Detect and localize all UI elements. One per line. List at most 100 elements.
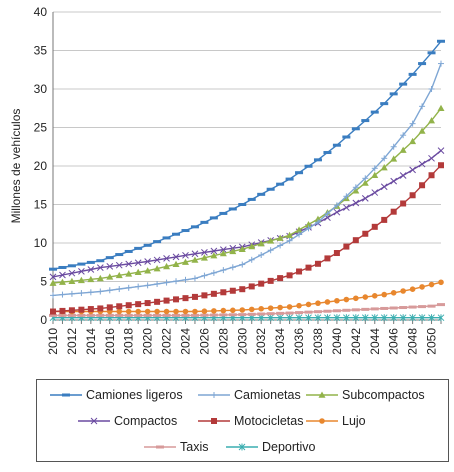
data-point — [220, 267, 227, 274]
data-point — [238, 245, 246, 252]
data-point — [400, 288, 406, 294]
data-point — [305, 225, 312, 232]
marker-part — [191, 250, 199, 258]
x-tick-label: 2036 — [292, 328, 306, 355]
series-motocicletas — [50, 162, 444, 315]
data-point — [173, 296, 180, 303]
marker-part — [49, 273, 57, 281]
y-tick-label: 30 — [34, 82, 48, 96]
data-point — [182, 276, 189, 283]
data-point — [162, 236, 171, 240]
data-point — [96, 264, 104, 271]
data-point — [399, 172, 407, 179]
marker-part — [361, 194, 369, 202]
legend-item-subcompactos: Subcompactos — [305, 388, 425, 402]
legend-swatch — [306, 391, 338, 398]
data-point — [143, 313, 152, 317]
data-point — [67, 313, 76, 317]
marker-part — [182, 251, 189, 259]
data-point — [219, 249, 227, 257]
legend-swatch — [306, 418, 338, 424]
legend-swatch — [78, 417, 110, 425]
y-tick-label: 25 — [34, 121, 48, 135]
data-point — [351, 127, 360, 131]
data-point — [399, 314, 407, 322]
data-point — [285, 311, 294, 315]
data-point — [106, 287, 113, 294]
data-point — [163, 279, 170, 286]
data-point — [267, 277, 274, 284]
marker-part — [78, 267, 85, 275]
data-point — [419, 182, 426, 189]
data-point — [267, 314, 275, 322]
data-point — [144, 282, 151, 289]
marker-part — [172, 253, 180, 261]
data-point — [153, 313, 162, 317]
x-tick-label: 2034 — [273, 328, 287, 355]
data-point — [286, 231, 294, 239]
x-tick-label: 2044 — [368, 328, 382, 355]
legend-label: Camionetas — [234, 388, 301, 402]
data-point — [324, 255, 331, 262]
data-point — [324, 299, 331, 305]
data-point — [172, 253, 180, 261]
x-tick-label: 2012 — [65, 328, 79, 355]
x-tick-label: 2040 — [330, 328, 344, 355]
data-point — [115, 271, 123, 279]
data-point — [50, 292, 56, 299]
data-point — [96, 313, 105, 317]
data-point — [286, 304, 293, 310]
data-point — [389, 92, 398, 96]
data-point — [343, 296, 350, 303]
data-point — [96, 274, 104, 282]
data-point — [419, 284, 425, 290]
data-point — [182, 308, 189, 315]
marker-part — [390, 177, 398, 185]
y-tick-label: 20 — [34, 159, 48, 173]
marker-part — [115, 261, 123, 269]
marker-part — [144, 258, 151, 265]
marker-part — [210, 247, 218, 255]
x-tick-label: 2042 — [349, 328, 363, 355]
data-point — [115, 253, 124, 257]
marker-part — [428, 154, 435, 162]
data-point — [380, 164, 388, 171]
data-point — [304, 164, 313, 168]
data-point — [371, 165, 378, 172]
data-point — [276, 234, 284, 241]
data-point — [266, 312, 275, 316]
data-point — [77, 262, 86, 266]
data-point — [305, 314, 312, 322]
data-point — [313, 158, 322, 162]
marker-part — [437, 147, 445, 154]
data-point — [220, 307, 227, 314]
data-point — [428, 281, 435, 288]
y-axis-title: Millones de vehículos — [9, 109, 23, 224]
data-point — [49, 279, 57, 286]
data-point — [105, 313, 114, 317]
data-point — [247, 197, 256, 201]
x-tick-label: 2024 — [178, 328, 192, 355]
data-point — [125, 260, 133, 268]
data-point — [390, 155, 398, 162]
marker-part — [343, 204, 350, 211]
data-point — [210, 269, 217, 276]
data-point — [361, 314, 369, 322]
data-point — [257, 240, 265, 247]
data-point — [68, 307, 75, 314]
data-point — [238, 203, 247, 206]
data-point — [390, 177, 398, 185]
marker-part — [134, 259, 142, 267]
data-point — [399, 306, 408, 310]
marker-part — [90, 417, 98, 425]
data-point — [58, 313, 67, 317]
series-line — [52, 40, 442, 270]
data-point — [361, 194, 369, 202]
data-point — [191, 250, 199, 258]
marker-part — [352, 199, 360, 207]
legend-marker — [156, 445, 164, 449]
x-tick-label: 2028 — [216, 328, 230, 355]
data-point — [96, 259, 105, 263]
data-point — [125, 308, 132, 315]
data-point — [324, 210, 331, 217]
